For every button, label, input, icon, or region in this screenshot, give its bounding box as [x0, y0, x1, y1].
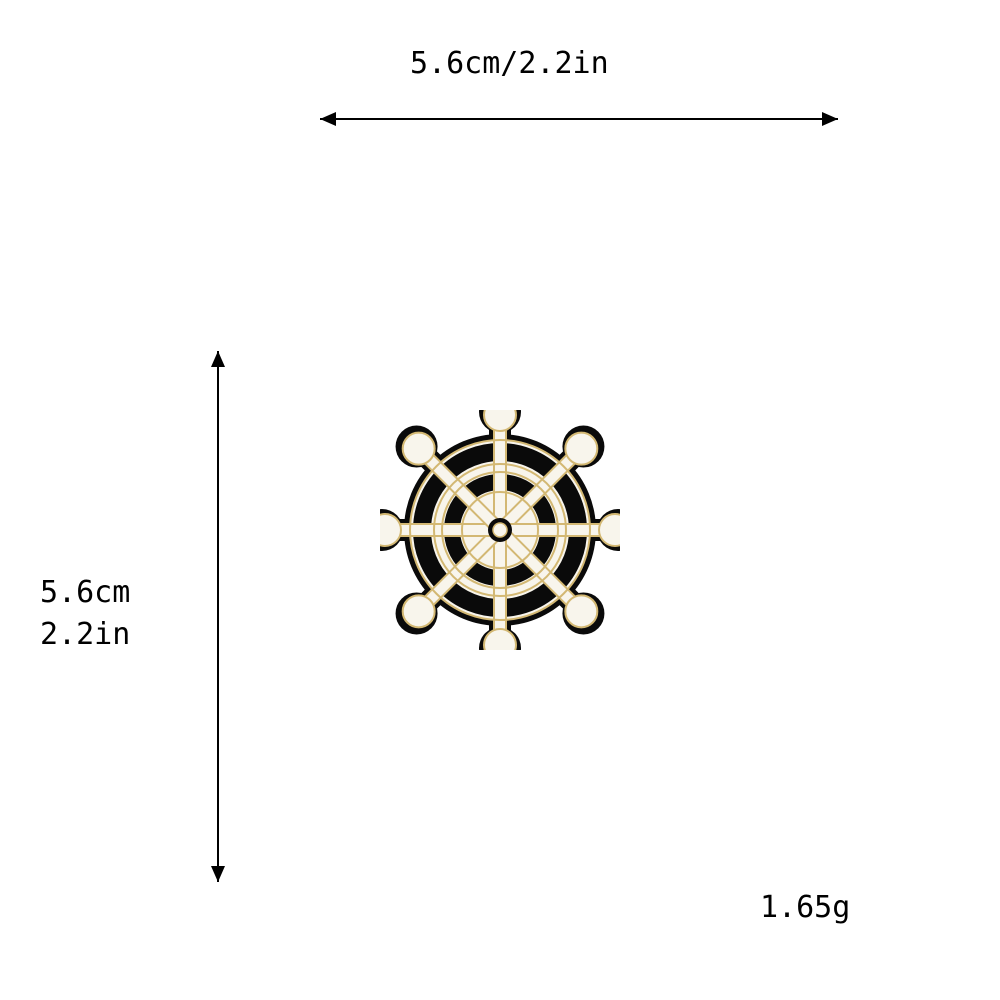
- ship-wheel-icon: [380, 410, 620, 650]
- height-dimension-label-in: 2.2in: [40, 617, 130, 652]
- width-dimension-label: 5.6cm/2.2in: [410, 46, 609, 81]
- width-arrow: [320, 112, 838, 126]
- weight-label: 1.65g: [760, 890, 850, 925]
- height-arrow: [211, 351, 225, 882]
- height-dimension-label-cm: 5.6cm: [40, 575, 130, 610]
